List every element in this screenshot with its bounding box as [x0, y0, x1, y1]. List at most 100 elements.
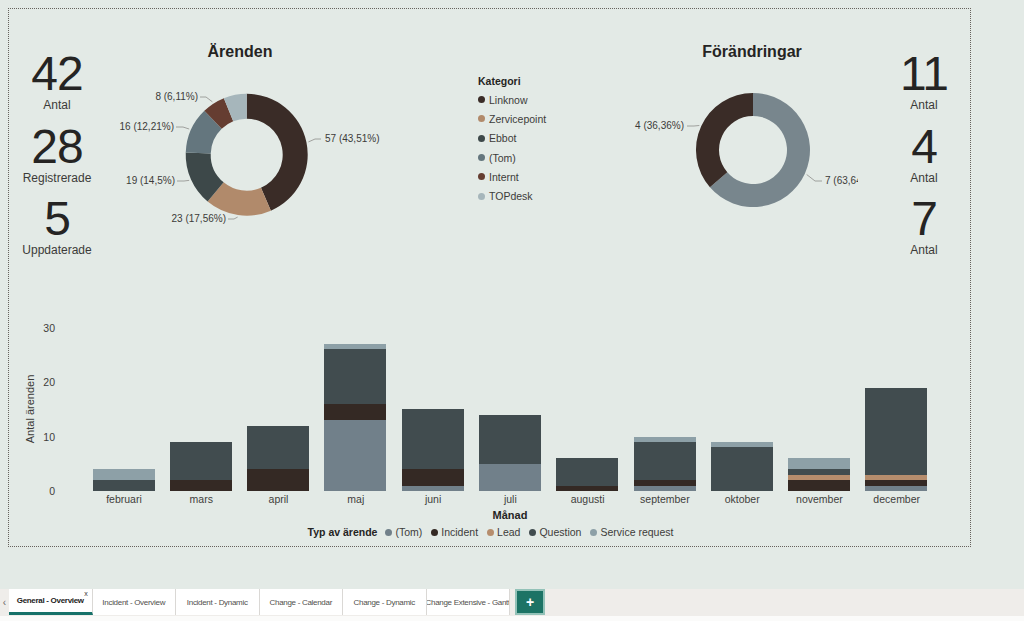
bar-oktober — [711, 442, 773, 491]
bar-segment-maj-Incident[interactable] — [324, 404, 386, 420]
page-tab-Change Extensive - Gantt[interactable]: Change Extensive - Gantt — [427, 589, 511, 615]
donut-slice-s1[interactable] — [696, 93, 753, 187]
legend-item-Linknow[interactable]: Linknow — [478, 90, 546, 109]
kpi-value: 7 — [869, 202, 979, 236]
bar-segment-augusti-Question[interactable] — [556, 458, 618, 485]
kpi-label: Antal — [869, 243, 979, 257]
tab-close-icon[interactable]: x — [84, 590, 87, 597]
donut-data-label: 4 (36,36%) — [635, 120, 684, 131]
x-tick-label-juli: juli — [471, 493, 549, 505]
legend-item-Internt[interactable]: Internt — [478, 167, 546, 186]
bar-segment-oktober-Question[interactable] — [711, 447, 773, 491]
donut-chart-arenden: 57 (43,51%)23 (17,56%)19 (14,5%)16 (12,2… — [110, 80, 400, 232]
bar-segment-februari-Service request[interactable] — [93, 469, 155, 480]
kpi-value: 28 — [2, 130, 112, 164]
kpi-label: Antal — [2, 98, 112, 112]
legend-title: Typ av ärende — [308, 526, 378, 538]
x-tick-label-oktober: oktober — [703, 493, 781, 505]
bar-segment-mars-Incident[interactable] — [170, 480, 232, 491]
bar-segment-december-(Tom)[interactable] — [865, 486, 927, 491]
legend-label: Internt — [489, 171, 519, 183]
tab-label: Change - Dynamic — [354, 598, 415, 607]
bar-segment-september-Question[interactable] — [634, 442, 696, 480]
x-tick-label-augusti: augusti — [549, 493, 627, 505]
page-tab-Incident - Dynamic[interactable]: Incident - Dynamic — [176, 589, 260, 615]
tab-label: Incident - Dynamic — [187, 598, 248, 607]
legend-dot — [590, 529, 597, 536]
legend-item-Ebbot[interactable]: Ebbot — [478, 129, 546, 148]
page-tab-Incident - Overview[interactable]: Incident - Overview — [93, 589, 177, 615]
kpi-registrerade: 28 Registrerade — [2, 130, 112, 185]
legend-title: Kategori — [478, 72, 546, 90]
x-tick-label-november: november — [780, 493, 858, 505]
x-tick-label-december: december — [858, 493, 936, 505]
bar-segment-december-Question[interactable] — [865, 388, 927, 475]
x-tick-label-april: april — [240, 493, 318, 505]
kpi-value: 4 — [869, 130, 979, 164]
bar-segment-april-Question[interactable] — [247, 426, 309, 470]
bar-segment-september-(Tom)[interactable] — [634, 486, 696, 491]
bar-segment-april-Incident[interactable] — [247, 469, 309, 491]
bar-segment-juli-Question[interactable] — [479, 415, 541, 464]
donut-data-label: 19 (14,5%) — [126, 175, 175, 186]
legend-item-(Tom)[interactable]: (Tom) — [478, 148, 546, 167]
y-tick-label: 0 — [28, 485, 55, 497]
bar-februari — [93, 469, 155, 491]
bar-segment-mars-Question[interactable] — [170, 442, 232, 480]
legend-item-TOPdesk[interactable]: TOPdesk — [478, 186, 546, 205]
tab-scroll-left-icon[interactable]: ‹ — [0, 589, 9, 615]
x-tick-label-maj: maj — [317, 493, 395, 505]
bar-segment-november-Incident[interactable] — [788, 480, 850, 491]
legend-dot — [478, 135, 485, 142]
bar-segment-augusti-Incident[interactable] — [556, 486, 618, 491]
page-tab-Change - Dynamic[interactable]: Change - Dynamic — [343, 589, 427, 615]
kpi-value: 5 — [2, 202, 112, 236]
legend-label: (Tom) — [395, 526, 422, 538]
legend-label: Lead — [497, 526, 520, 538]
kpi-value: 11 — [869, 57, 979, 91]
legend-item-Lead[interactable]: Lead — [487, 526, 520, 538]
bar-chart-legend: Typ av ärende (Tom) Incident Lead Question S… — [70, 526, 920, 538]
label-connector — [308, 139, 321, 142]
bar-segment-juni-(Tom)[interactable] — [402, 486, 464, 491]
legend-dot — [478, 96, 485, 103]
donut-data-label: 23 (17,56%) — [172, 213, 226, 224]
x-axis-title: Månad — [85, 509, 935, 521]
legend-dot — [478, 115, 485, 122]
bar-augusti — [556, 458, 618, 491]
bar-segment-juni-Question[interactable] — [402, 409, 464, 469]
kpi-forandringar-2: 4 Antal — [869, 130, 979, 185]
kpi-label: Antal — [869, 98, 979, 112]
y-tick-label: 10 — [28, 431, 55, 443]
kpi-forandringar-3: 7 Antal — [869, 202, 979, 257]
legend-item-Zervicepoint[interactable]: Zervicepoint — [478, 109, 546, 128]
donut-data-label: 8 (6,11%) — [155, 91, 198, 102]
kpi-forandringar-1: 11 Antal — [869, 57, 979, 112]
bar-segment-juli-(Tom)[interactable] — [479, 464, 541, 491]
donut-data-label: 7 (63,64%) — [825, 175, 858, 186]
legend-item-(Tom)[interactable]: (Tom) — [385, 526, 422, 538]
y-tick-label: 20 — [28, 376, 55, 388]
legend-label: TOPdesk — [489, 190, 533, 202]
add-page-button[interactable]: + — [515, 589, 545, 615]
legend-item-Question[interactable]: Question — [529, 526, 581, 538]
bar-segment-juni-Incident[interactable] — [402, 469, 464, 485]
page-tab-General - Overview[interactable]: General - Overviewx — [9, 589, 93, 615]
bar-segment-november-Service request[interactable] — [788, 458, 850, 469]
legend-label: Incident — [441, 526, 478, 538]
tab-label: Change Extensive - Gantt — [427, 598, 510, 607]
legend-label: (Tom) — [489, 152, 516, 164]
label-connector — [687, 125, 699, 126]
legend-item-Service request[interactable]: Service request — [590, 526, 673, 538]
legend-item-Incident[interactable]: Incident — [431, 526, 478, 538]
kpi-antal-arenden: 42 Antal — [2, 57, 112, 112]
bar-segment-februari-Question[interactable] — [93, 480, 155, 491]
page-tab-Change - Calendar[interactable]: Change - Calendar — [260, 589, 344, 615]
legend-dot — [385, 529, 392, 536]
bar-segment-maj-(Tom)[interactable] — [324, 420, 386, 491]
bar-november — [788, 458, 850, 491]
donut-data-label: 16 (12,21%) — [120, 121, 174, 132]
bar-segment-maj-Question[interactable] — [324, 349, 386, 404]
tab-label: General - Overview — [17, 596, 84, 605]
legend-dot — [478, 173, 485, 180]
